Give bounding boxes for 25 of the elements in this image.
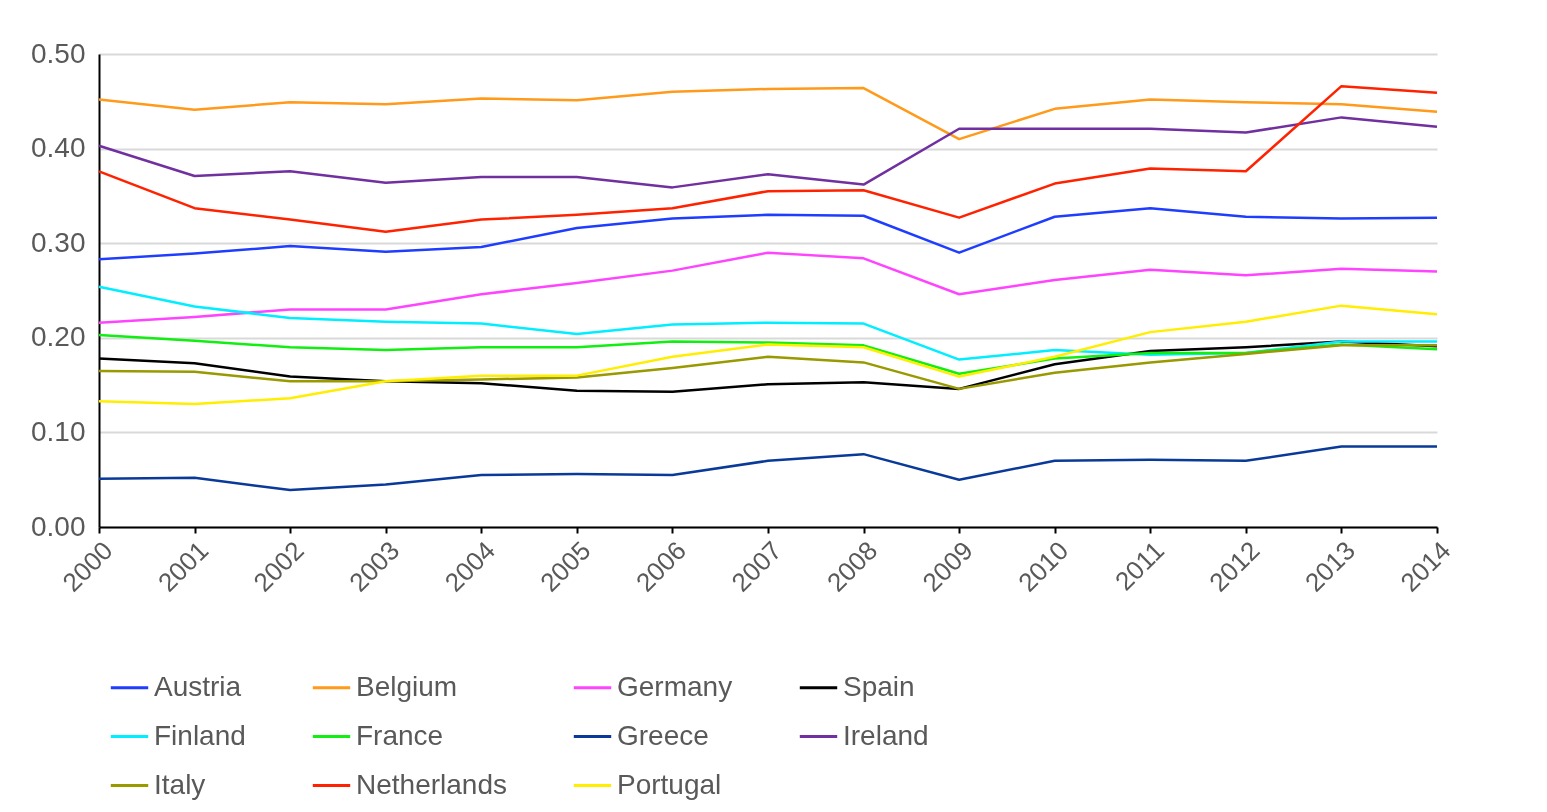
line-series	[97, 285, 1439, 361]
legend-label: Germany	[617, 670, 733, 702]
legend-label: Belgium	[356, 670, 458, 702]
legend-label: Italy	[154, 768, 206, 800]
line-series	[97, 116, 1439, 189]
legend-label: Netherlands	[356, 768, 507, 800]
y-tick-label: 0.50	[31, 37, 86, 69]
line-series	[97, 206, 1439, 261]
line-series	[97, 84, 1439, 234]
y-tick-label: 0.00	[31, 510, 86, 542]
legend-label: Spain	[843, 670, 915, 702]
legend-label: Greece	[617, 719, 709, 751]
line-series	[97, 304, 1439, 406]
line-series	[97, 251, 1439, 324]
line-series	[97, 86, 1439, 141]
y-tick-label: 0.10	[31, 415, 86, 447]
line-series	[97, 445, 1439, 492]
legend-label: France	[356, 719, 444, 751]
legend-label: Finland	[154, 719, 246, 751]
y-tick-label: 0.20	[31, 321, 86, 353]
legend-label: Ireland	[843, 719, 929, 751]
y-tick-label: 0.40	[31, 132, 86, 164]
legend-label: Austria	[154, 670, 242, 702]
y-tick-label: 0.30	[31, 226, 86, 258]
legend-label: Portugal	[617, 768, 722, 800]
